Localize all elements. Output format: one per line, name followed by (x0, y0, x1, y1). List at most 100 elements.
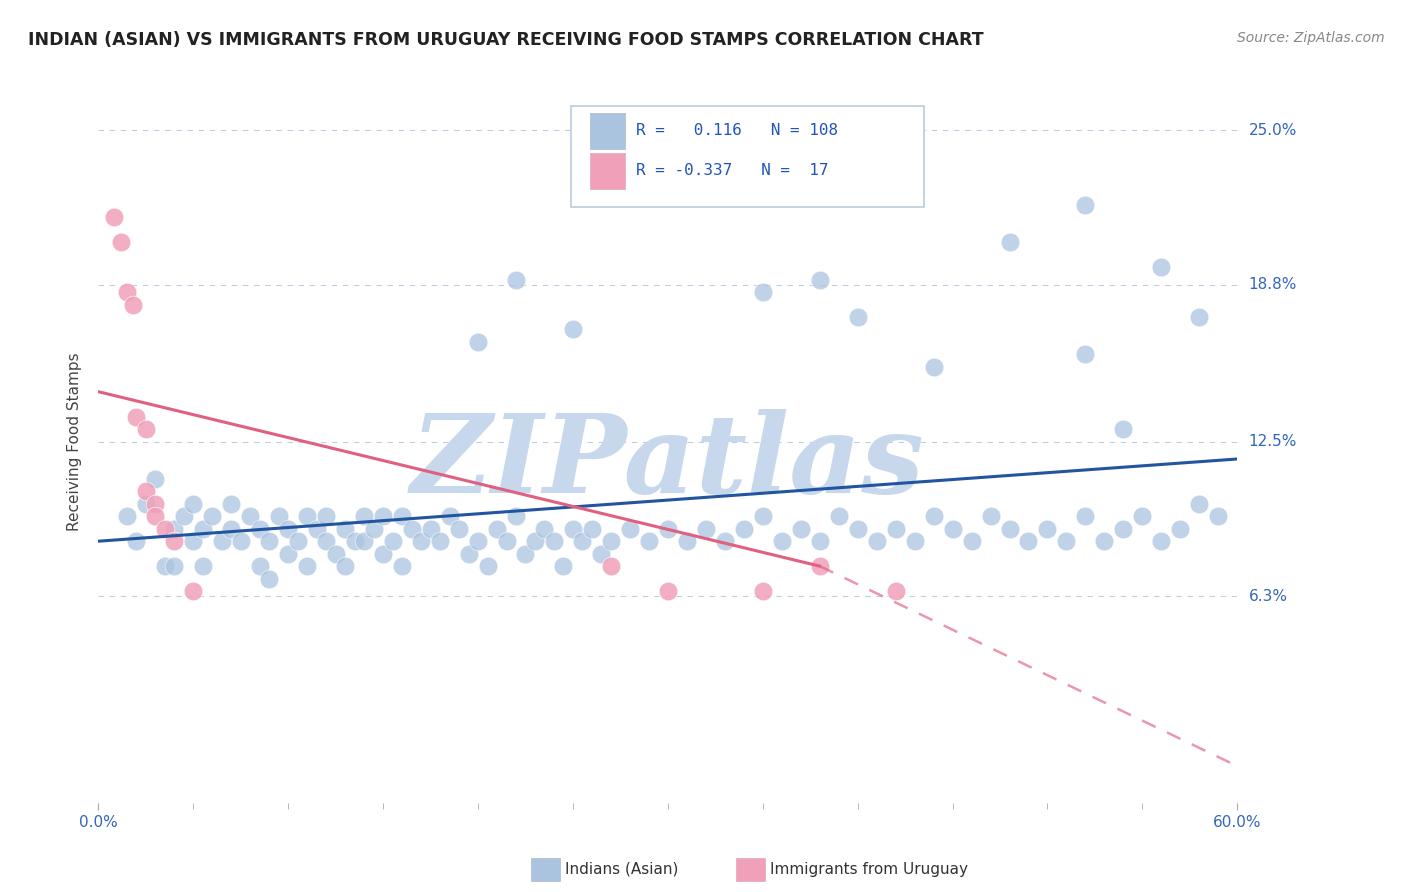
Point (657, 584, 679, 599)
Point (249, 559, 271, 574)
Point (315, 509, 337, 524)
Point (353, 534, 375, 549)
Point (259, 572, 281, 586)
Point (315, 534, 337, 549)
Text: R = -0.337   N =  17: R = -0.337 N = 17 (636, 163, 828, 178)
Point (1188, 497, 1211, 511)
Point (533, 522, 555, 536)
Point (505, 509, 527, 524)
Point (229, 534, 252, 549)
Point (371, 547, 394, 561)
Point (846, 522, 869, 536)
Point (714, 534, 737, 549)
Point (277, 522, 299, 536)
Point (449, 522, 471, 536)
Point (391, 509, 413, 524)
Point (808, 534, 831, 549)
Point (808, 272, 831, 286)
Text: Indians (Asian): Indians (Asian) (565, 862, 679, 877)
Point (1112, 522, 1135, 536)
Point (571, 534, 593, 549)
Point (183, 534, 205, 549)
Point (657, 522, 679, 536)
Point (495, 534, 517, 549)
Point (960, 534, 983, 549)
Text: 12.5%: 12.5% (1249, 434, 1296, 449)
Point (770, 534, 793, 549)
Point (591, 547, 613, 561)
Point (363, 522, 385, 536)
Point (1208, 509, 1230, 524)
Point (277, 547, 299, 561)
Point (325, 547, 347, 561)
Point (305, 522, 328, 536)
Point (457, 547, 479, 561)
Point (638, 534, 661, 549)
Text: INDIAN (ASIAN) VS IMMIGRANTS FROM URUGUAY RECEIVING FOOD STAMPS CORRELATION CHAR: INDIAN (ASIAN) VS IMMIGRANTS FROM URUGUA… (28, 31, 984, 49)
Point (343, 534, 366, 549)
Point (1112, 422, 1135, 436)
Point (1074, 198, 1097, 212)
Text: 25.0%: 25.0% (1249, 122, 1296, 137)
Point (515, 547, 537, 561)
Point (477, 559, 499, 574)
Point (135, 422, 157, 436)
Point (562, 522, 585, 536)
Point (752, 509, 775, 524)
Point (115, 509, 138, 524)
Point (1056, 534, 1078, 549)
Point (979, 509, 1001, 524)
Point (201, 509, 224, 524)
Point (1188, 310, 1211, 324)
Point (173, 509, 195, 524)
Bar (531, 858, 560, 880)
Point (553, 559, 575, 574)
Point (524, 534, 547, 549)
Point (467, 334, 489, 349)
Bar (591, 112, 624, 149)
Point (371, 509, 394, 524)
Point (145, 472, 167, 486)
Point (600, 559, 623, 574)
Point (221, 522, 243, 536)
FancyBboxPatch shape (571, 105, 924, 207)
Point (505, 272, 527, 286)
Point (103, 211, 125, 225)
Point (904, 534, 927, 549)
Point (239, 509, 262, 524)
Point (121, 297, 143, 311)
Point (619, 522, 641, 536)
Point (695, 522, 717, 536)
Point (145, 497, 167, 511)
Point (183, 497, 205, 511)
Point (287, 534, 309, 549)
Point (125, 409, 148, 424)
Point (335, 522, 357, 536)
Point (191, 522, 214, 536)
Point (429, 534, 451, 549)
Point (163, 559, 186, 574)
Point (581, 522, 603, 536)
Point (884, 522, 907, 536)
Point (259, 534, 281, 549)
Point (211, 534, 233, 549)
Point (866, 534, 889, 549)
Y-axis label: Receiving Food Stamps: Receiving Food Stamps (67, 352, 83, 531)
Point (828, 509, 851, 524)
Point (267, 509, 290, 524)
Text: 18.8%: 18.8% (1249, 277, 1296, 292)
Point (221, 497, 243, 511)
Point (125, 534, 148, 549)
Text: Source: ZipAtlas.com: Source: ZipAtlas.com (1237, 31, 1385, 45)
Point (1074, 509, 1097, 524)
Point (467, 534, 489, 549)
Point (381, 534, 404, 549)
Point (922, 509, 945, 524)
Point (1170, 522, 1192, 536)
Point (110, 235, 132, 250)
Point (600, 534, 623, 549)
Point (752, 285, 775, 299)
Text: Immigrants from Uruguay: Immigrants from Uruguay (770, 862, 969, 877)
Point (297, 509, 319, 524)
Point (163, 522, 186, 536)
